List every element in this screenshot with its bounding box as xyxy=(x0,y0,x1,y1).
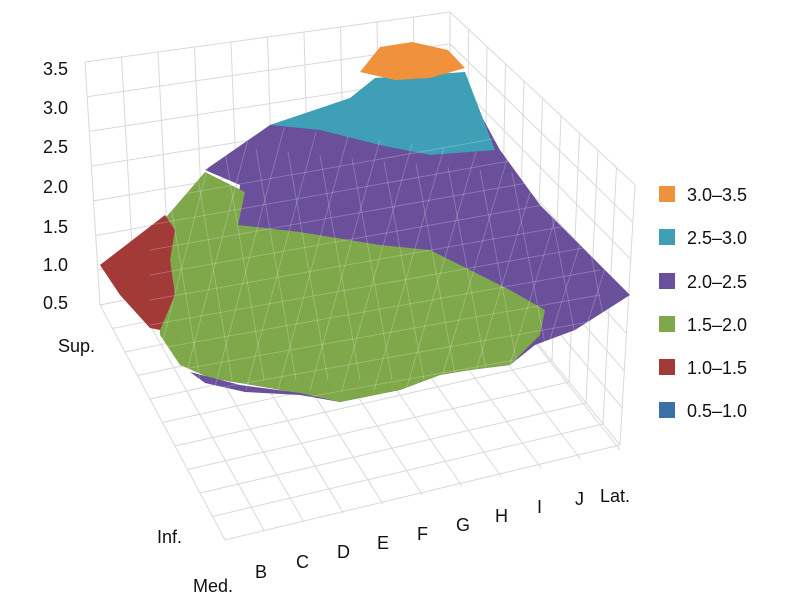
facet-line xyxy=(245,131,317,391)
z-tick-label: 2.0 xyxy=(43,177,68,197)
facet-line xyxy=(149,219,601,301)
surface-plot xyxy=(100,42,630,402)
legend-item: 3.0–3.5 xyxy=(659,185,747,205)
facet-line xyxy=(447,166,489,381)
legend-swatch xyxy=(659,316,675,332)
grid-line xyxy=(199,402,587,494)
facet-line xyxy=(223,145,265,381)
facet-line xyxy=(149,319,601,401)
facet-line xyxy=(213,127,285,391)
z-axis-tick-labels: 0.5 1.0 1.5 2.0 2.5 3.0 3.5 xyxy=(43,59,68,313)
facet-line xyxy=(255,148,297,381)
z-tick-label: 2.5 xyxy=(43,137,68,157)
x-tick-label: J xyxy=(575,489,584,509)
grid-line xyxy=(224,444,621,541)
x-tick-label: F xyxy=(417,524,428,544)
x-tick-label: H xyxy=(495,506,508,526)
surface-band-3.0-3.5 xyxy=(360,42,465,80)
legend-swatch xyxy=(659,359,675,375)
x-tick-label: D xyxy=(337,542,350,562)
z-tick-label: 1.5 xyxy=(43,217,68,237)
facet-line xyxy=(309,139,381,391)
surface-rim xyxy=(190,372,340,402)
surface-band-1.5-2.0 xyxy=(155,172,545,402)
z-tick-label: 0.5 xyxy=(43,293,68,313)
legend-item: 1.5–2.0 xyxy=(659,315,747,335)
legend-label: 1.5–2.0 xyxy=(687,315,747,335)
legend-label: 2.5–3.0 xyxy=(687,228,747,248)
legend: 3.0–3.5 2.5–3.0 2.0–2.5 1.5–2.0 1.0–1.5 … xyxy=(659,185,747,421)
facet-line xyxy=(149,194,601,276)
x-tick-label: G xyxy=(456,515,470,535)
facet-line xyxy=(469,159,541,391)
facet-line xyxy=(319,154,361,381)
y-tick-label-sup: Sup. xyxy=(58,336,95,356)
x-tick-label: B xyxy=(255,562,267,582)
legend-label: 3.0–3.5 xyxy=(687,185,747,205)
legend-swatch xyxy=(659,273,675,289)
facet-line xyxy=(287,151,329,381)
facet-line xyxy=(277,135,349,391)
legend-label: 2.0–2.5 xyxy=(687,272,747,292)
x-tick-label: E xyxy=(377,533,389,553)
facet-line xyxy=(149,294,601,376)
x-tick-label: Med. xyxy=(193,576,233,596)
legend-item: 2.0–2.5 xyxy=(659,272,747,292)
legend-item: 0.5–1.0 xyxy=(659,401,747,421)
surface-band-2.5-3.0 xyxy=(270,72,495,155)
facet-line xyxy=(405,151,477,391)
facet-line xyxy=(191,142,233,381)
legend-swatch xyxy=(659,229,675,245)
legend-label: 1.0–1.5 xyxy=(687,358,747,378)
facet-line xyxy=(383,160,425,381)
x-axis-tick-labels: Med. B C D E F G H I J Lat. xyxy=(193,486,630,596)
x-tick-label: C xyxy=(296,552,309,572)
legend-item: 2.5–3.0 xyxy=(659,228,747,248)
surface-band-1.0-1.5 xyxy=(100,215,175,330)
z-tick-label: 3.0 xyxy=(43,98,68,118)
facet-line xyxy=(479,169,521,381)
grid-line xyxy=(212,423,604,517)
facet-line xyxy=(373,147,445,391)
facet-line xyxy=(181,123,253,391)
legend-swatch xyxy=(659,186,675,202)
x-tick-label: I xyxy=(537,497,542,517)
facet-line xyxy=(415,163,457,381)
legend-label: 0.5–1.0 xyxy=(687,401,747,421)
y-tick-label-inf: Inf. xyxy=(157,527,182,547)
grid-line xyxy=(174,360,553,447)
surface-facets xyxy=(149,119,630,402)
grid-line xyxy=(619,184,636,446)
facet-line xyxy=(437,155,509,391)
facet-line xyxy=(149,269,601,351)
grid-line xyxy=(84,61,101,306)
z-tick-label: 1.0 xyxy=(43,255,68,275)
grid-line xyxy=(187,381,570,470)
facet-line xyxy=(351,157,393,381)
facet-line xyxy=(149,244,601,326)
legend-item: 1.0–1.5 xyxy=(659,358,747,378)
x-tick-label: Lat. xyxy=(600,486,630,506)
z-tick-label: 3.5 xyxy=(43,59,68,79)
facet-line xyxy=(341,143,413,391)
legend-swatch xyxy=(659,402,675,418)
